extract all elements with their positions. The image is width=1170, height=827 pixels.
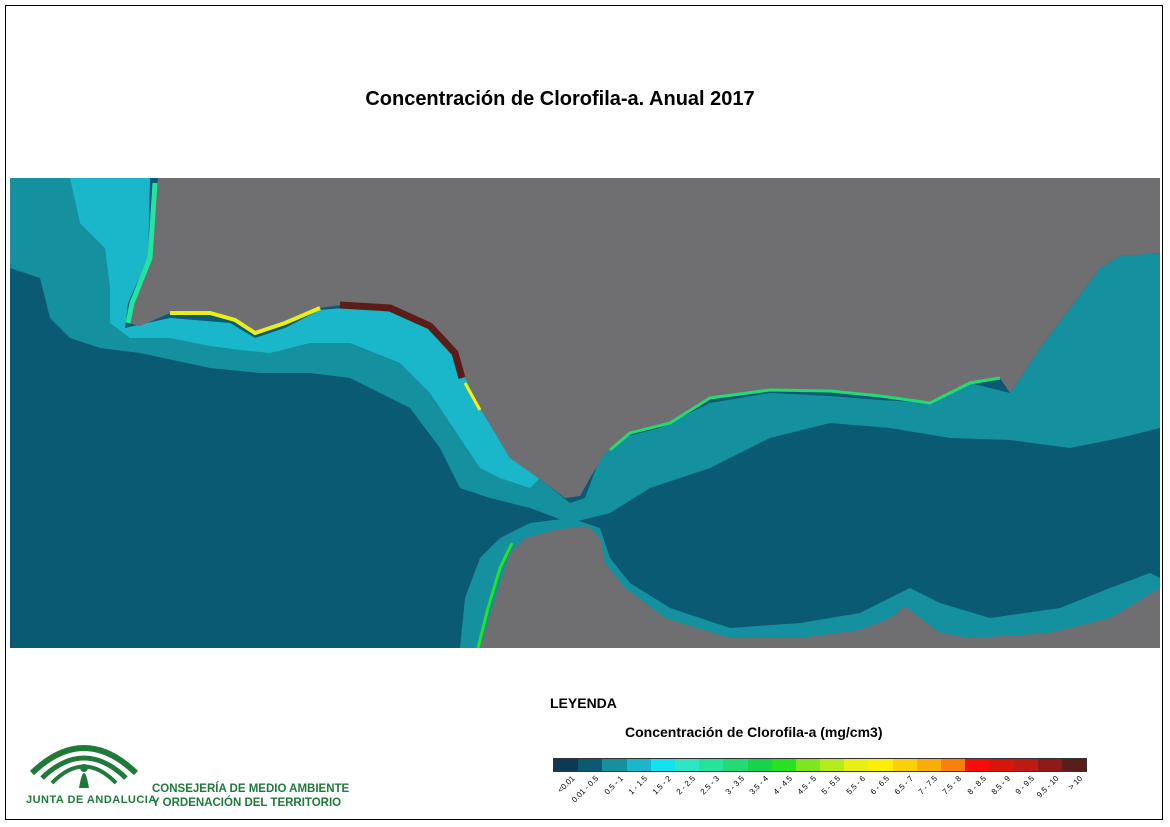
legend-swatch <box>844 759 869 771</box>
legend-swatch <box>771 759 796 771</box>
legend-swatch <box>820 759 845 771</box>
high-chlorophyll-coast-morocco <box>476 542 514 648</box>
legend-swatch <box>1037 759 1062 771</box>
very-high-chlorophyll-coast <box>339 301 466 379</box>
legend-swatch <box>1061 759 1087 771</box>
legend-swatch <box>723 759 748 771</box>
legend-label: 3 - 3.5 <box>723 774 746 797</box>
legend-swatch <box>892 759 917 771</box>
land-morocco <box>480 526 1160 648</box>
legend-label: <0.01 <box>555 774 577 795</box>
legend-label: 2.5 - 3 <box>699 774 722 797</box>
chlorophyll-map <box>10 178 1160 648</box>
legend-swatch <box>602 759 627 771</box>
legend-label: 2 - 2.5 <box>674 774 698 797</box>
legend-swatch <box>795 759 821 771</box>
legend-label: 8.5 - 9 <box>989 774 1012 797</box>
legend-label: > 10 <box>1066 774 1085 792</box>
logo-org-name: JUNTA DE ANDALUCIA <box>26 794 157 806</box>
legend-label: 1.5 - 2 <box>650 774 674 797</box>
legend-label: 6 - 6.5 <box>868 774 891 797</box>
coastal-band-cyan <box>70 178 540 488</box>
map-canvas <box>10 178 1160 648</box>
logo-arcs-icon <box>29 745 139 788</box>
legend-swatch <box>747 759 772 771</box>
legend-label: 3.5 - 4 <box>747 774 770 797</box>
department-line-2: Y ORDENACIÓN DEL TERRITORIO <box>152 797 342 809</box>
junta-andalucia-logo <box>24 728 144 813</box>
legend-label: 9.5 - 10 <box>1034 774 1061 800</box>
legend-color-scale <box>553 758 1088 772</box>
legend-subtitle: Concentración de Clorofila-a (mg/cm3) <box>625 724 883 740</box>
legend-swatch <box>916 759 941 771</box>
high-chlorophyll-coast-west <box>125 182 158 324</box>
legend-swatch <box>554 759 579 771</box>
legend-swatch <box>989 759 1014 771</box>
map-frame <box>5 5 1163 820</box>
legend-swatch <box>699 759 724 771</box>
legend-label: 5 - 5.5 <box>820 774 843 797</box>
high-chlorophyll-coast-east <box>463 382 482 411</box>
legend-swatch <box>626 759 651 771</box>
legend-swatch <box>650 759 675 771</box>
department-line-1: CONSEJERÍA DE MEDIO AMBIENTE <box>152 783 350 795</box>
legend-label: 6.5 - 7 <box>892 774 916 797</box>
legend-heading: LEYENDA <box>550 695 617 711</box>
legend-label: 7 - 7.5 <box>916 774 940 797</box>
legend-swatch <box>941 759 966 771</box>
map-title: Concentración de Clorofila-a. Anual 2017 <box>365 88 755 110</box>
legend-label: 4 - 4.5 <box>771 774 795 797</box>
legend-label: 0.5 - 1 <box>602 774 625 797</box>
legend-label: 7.5 - 8 <box>941 774 964 797</box>
legend-swatch <box>868 759 893 771</box>
legend-label: 8 - 8.5 <box>965 774 988 797</box>
department-name: CONSEJERÍA DE MEDIO AMBIENTE Y ORDENACIÓ… <box>152 782 349 810</box>
med-chlorophyll-coast <box>609 376 1001 452</box>
land-spain <box>128 178 1160 498</box>
legend-swatch <box>674 759 700 771</box>
legend-swatch <box>1013 759 1038 771</box>
legend-label: 5.5 - 6 <box>844 774 867 797</box>
legend-label: 9 - 9.5 <box>1013 774 1037 797</box>
legend-swatch <box>965 759 990 771</box>
high-chlorophyll-coast-gulf <box>170 306 321 336</box>
legend-label: 4.5 - 5 <box>795 774 819 797</box>
legend-swatch <box>578 759 603 771</box>
legend-label: 1 - 1.5 <box>626 774 649 797</box>
